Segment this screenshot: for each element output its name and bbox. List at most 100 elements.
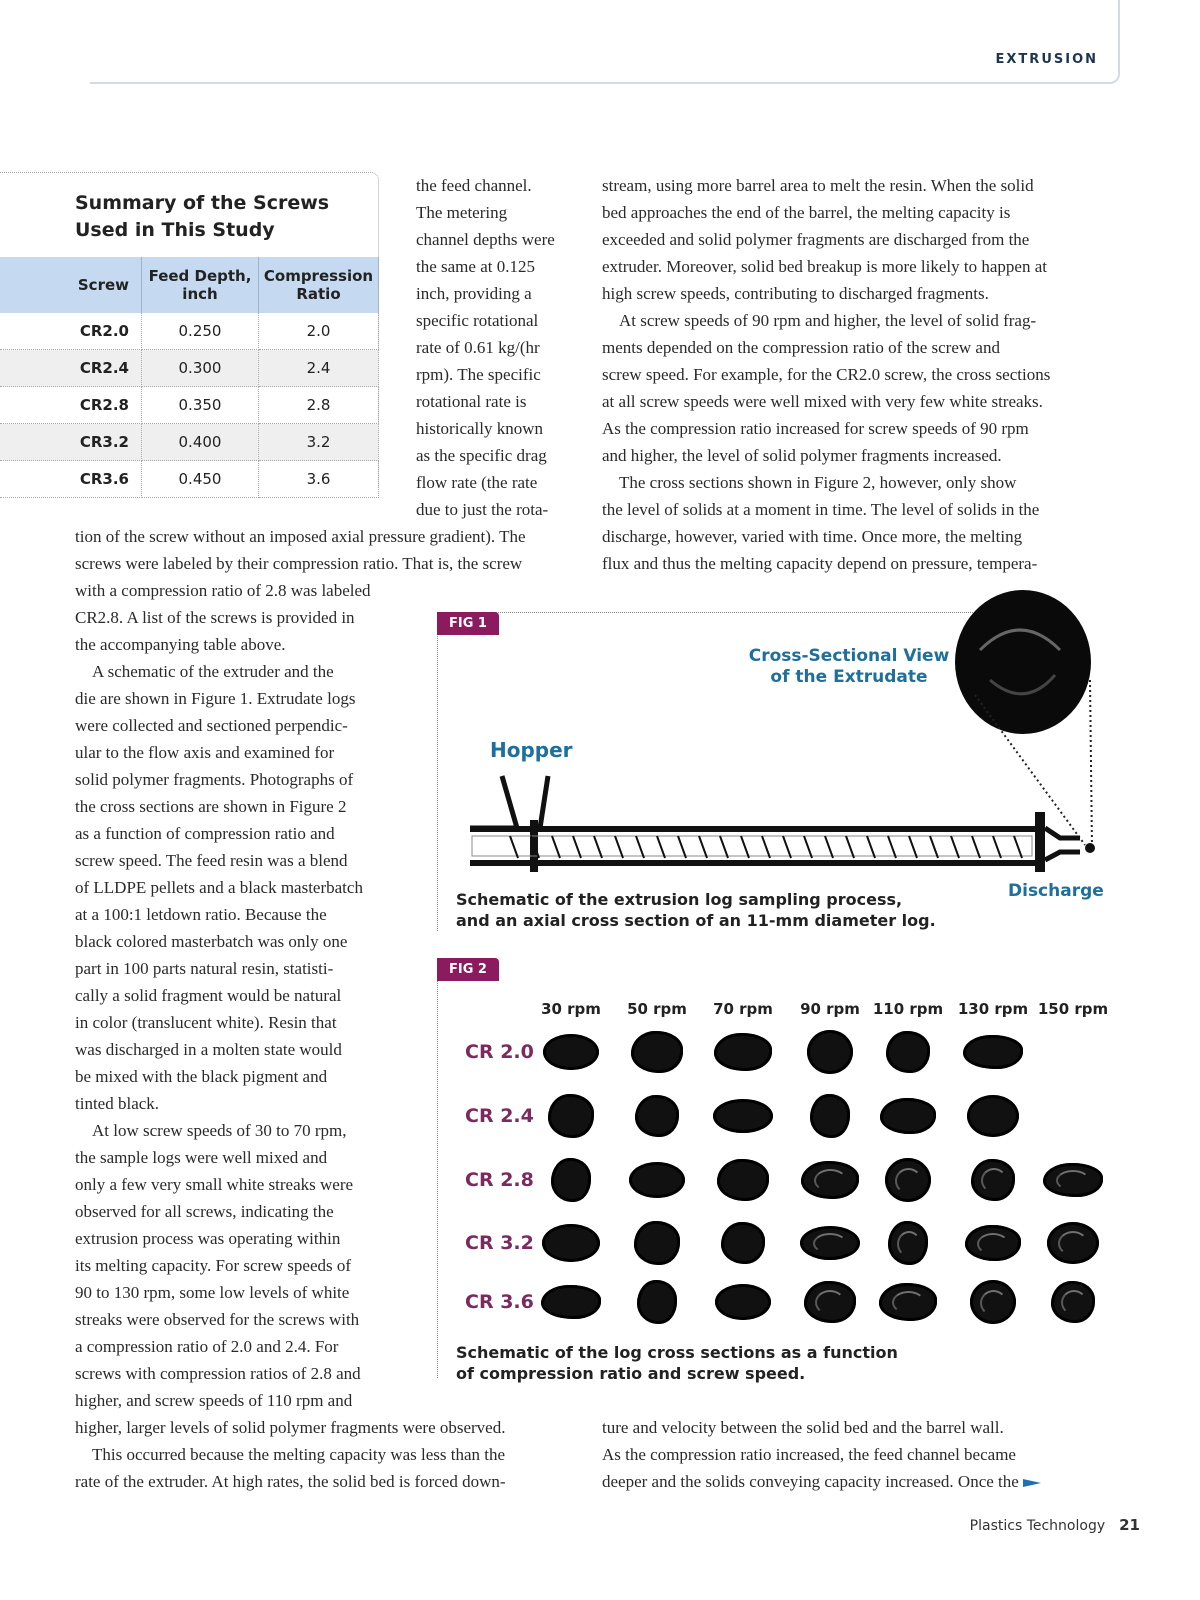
white-streak xyxy=(977,1232,1010,1255)
ratio-label: CR 2.4 xyxy=(465,1105,534,1127)
speed-header: 150 rpm xyxy=(1037,1000,1109,1018)
table-title-line: Used in This Study xyxy=(75,219,275,241)
caption-line: and an axial cross section of an 11-mm d… xyxy=(456,911,936,930)
body-text-line: only a few very small white streaks were xyxy=(75,1175,354,1194)
screw-cell: CR2.4 xyxy=(0,349,142,387)
body-text-line: At low screw speeds of 30 to 70 rpm, xyxy=(75,1121,347,1140)
body-text-line: ular to the flow axis and examined for xyxy=(75,743,335,762)
extrudate-cross-section-icon xyxy=(955,590,1091,734)
screw-flight xyxy=(824,835,834,859)
log-cross-section-image xyxy=(551,1158,591,1202)
header-frame xyxy=(90,0,1120,84)
body-text-line: cally a solid fragment would be natural xyxy=(75,986,342,1005)
log-cross-section-image xyxy=(885,1158,931,1202)
fig1-tag: FIG 1 xyxy=(437,612,499,635)
body-text-line: screw speed. The feed resin was a blend xyxy=(75,851,348,870)
body-text-line: and higher, the level of solid polymer f… xyxy=(602,446,1002,465)
body-text-line: observed for all screws, indicating the xyxy=(75,1202,334,1221)
ratio-label: CR 3.6 xyxy=(465,1291,534,1313)
log-cross-section-image xyxy=(879,1283,937,1321)
compression-ratio-cell: 2.0 xyxy=(258,313,379,350)
table-title: Summary of the Screws Used in This Study xyxy=(75,190,329,244)
body-text-line: discharge, however, varied with time. On… xyxy=(602,527,1023,546)
body-text-line: be mixed with the black pigment and xyxy=(75,1067,328,1086)
discharge-label: Discharge xyxy=(1008,881,1104,901)
screw-flight xyxy=(929,835,939,859)
speed-header: 90 rpm xyxy=(800,1000,860,1018)
log-cross-section-image xyxy=(715,1284,771,1320)
body-text-line: bed approaches the end of the barrel, th… xyxy=(602,203,1011,222)
body-text-line: the level of solids at a moment in time.… xyxy=(602,500,1040,519)
white-streak xyxy=(815,1290,846,1316)
body-text-line: its melting capacity. For screw speeds o… xyxy=(75,1256,352,1275)
log-cross-section-image xyxy=(880,1098,936,1134)
screw-cell: CR2.0 xyxy=(0,313,142,350)
screw-cell: CR3.2 xyxy=(0,423,142,461)
screw-flight xyxy=(740,835,750,859)
footer: Plastics Technology 21 xyxy=(970,1516,1140,1534)
body-text-line: the cross sections are shown in Figure 2 xyxy=(75,797,347,816)
body-text-line: CR2.8. A list of the screws is provided … xyxy=(75,608,355,627)
screw-flight xyxy=(845,835,855,859)
body-text-line: ments depended on the compression ratio … xyxy=(602,338,1000,357)
log-cross-section-image xyxy=(542,1224,600,1262)
fig1-frame xyxy=(437,612,973,931)
screw-flight xyxy=(950,835,960,859)
body-text-line: screws were labeled by their compression… xyxy=(75,554,523,573)
ratio-label: CR 3.2 xyxy=(465,1232,534,1254)
body-text-line: due to just the rota- xyxy=(416,500,549,519)
log-cross-section-image xyxy=(886,1031,930,1073)
extruder-schematic xyxy=(470,590,1095,872)
screw-flight xyxy=(614,835,624,859)
body-text-line: as the specific drag xyxy=(416,446,547,465)
log-cross-section-image xyxy=(629,1162,685,1198)
screw-cell: CR3.6 xyxy=(0,460,142,498)
feed-depth-cell: 0.450 xyxy=(141,460,259,498)
body-text-line: higher, and screw speeds of 110 rpm and xyxy=(75,1391,353,1410)
log-cross-section-image xyxy=(963,1035,1023,1069)
caption-line: Schematic of the extrusion log sampling … xyxy=(456,890,903,909)
screw-flight xyxy=(719,835,729,859)
body-text-line: specific rotational xyxy=(416,311,539,330)
speed-header: 50 rpm xyxy=(627,1000,687,1018)
body-text-line: the same at 0.125 xyxy=(416,257,535,276)
compression-ratio-cell: 2.8 xyxy=(258,386,379,424)
compression-ratio-cell: 3.6 xyxy=(258,460,379,498)
body-text-line: historically known xyxy=(416,419,544,438)
body-text-line: the feed channel. xyxy=(416,176,532,195)
fig2-frame xyxy=(437,958,439,1378)
speed-header: 110 rpm xyxy=(872,1000,944,1018)
screw-flight xyxy=(635,835,645,859)
hopper-label: Hopper xyxy=(490,738,573,762)
compression-ratio-cell: 2.4 xyxy=(258,349,379,387)
white-streak xyxy=(980,1168,1007,1194)
table-row: CR2.8 0.350 2.8 xyxy=(0,386,379,424)
body-text-line: The metering xyxy=(416,203,508,222)
body-text-line: tinted black. xyxy=(75,1094,160,1113)
col-header-feed-depth: Feed Depth, inch xyxy=(141,257,259,313)
log-cross-section-image xyxy=(804,1281,856,1323)
white-streak xyxy=(895,1167,923,1194)
fig2-tag: FIG 2 xyxy=(437,958,499,981)
screw-flight xyxy=(551,835,561,859)
body-text-line: As the compression ratio increased for s… xyxy=(602,419,1029,438)
log-cross-section-image xyxy=(888,1221,928,1265)
body-text-line: extrusion process was operating within xyxy=(75,1229,341,1248)
body-text-line: rotational rate is xyxy=(416,392,527,411)
caption-line: of compression ratio and screw speed. xyxy=(456,1364,806,1383)
log-cross-section-image xyxy=(634,1221,680,1265)
cross-section-label: Cross-Sectional View of the Extrudate xyxy=(740,646,958,688)
label-line: of the Extrudate xyxy=(770,667,928,687)
body-text-line: part in 100 parts natural resin, statist… xyxy=(75,959,334,978)
table-row: CR3.2 0.400 3.2 xyxy=(0,423,379,461)
body-text-line: as a function of compression ratio and xyxy=(75,824,335,843)
body-text-line: in color (translucent white). Resin that xyxy=(75,1013,337,1032)
screw-flight xyxy=(572,835,582,859)
screw-summary-table: Screw Feed Depth, inch Compression Ratio… xyxy=(0,257,379,498)
body-text-line: a compression ratio of 2.0 and 2.4. For xyxy=(75,1337,339,1356)
log-cross-section-image xyxy=(721,1222,765,1264)
col-header-compression-ratio: Compression Ratio xyxy=(258,257,379,313)
body-text-line: rate of 0.61 kg/(hr xyxy=(416,338,540,357)
body-text-line: the sample logs were well mixed and xyxy=(75,1148,328,1167)
page-number: 21 xyxy=(1119,1516,1140,1534)
